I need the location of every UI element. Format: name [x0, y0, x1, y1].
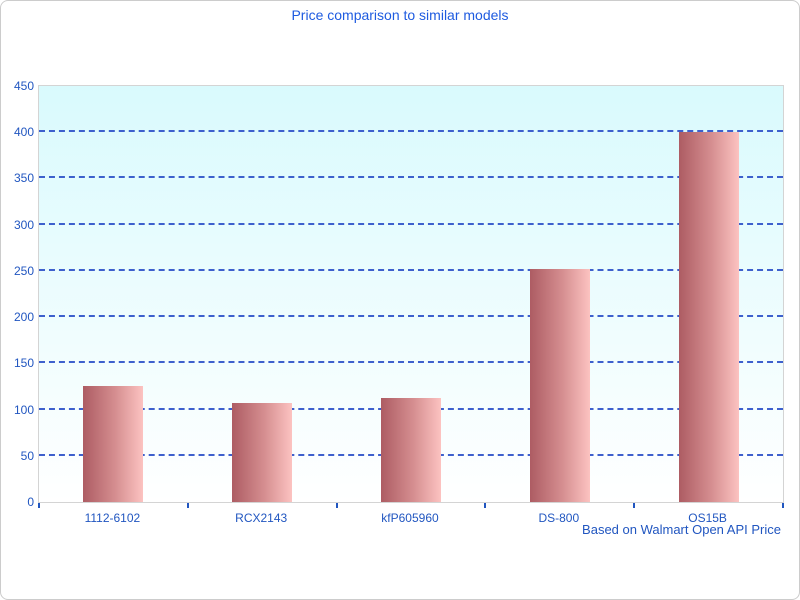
x-category-label: 1112-6102	[84, 511, 141, 525]
x-category-label: RCX2143	[235, 511, 288, 525]
bar	[381, 397, 441, 502]
x-category-label: DS-800	[538, 511, 580, 525]
bar	[529, 269, 590, 502]
x-tick-mark	[484, 503, 487, 508]
x-category-label: OS15B	[688, 511, 727, 525]
gridline	[39, 130, 783, 133]
x-category-label: kfP605960	[381, 511, 439, 525]
gridline	[39, 315, 783, 318]
x-tick-mark	[38, 503, 40, 508]
y-tick-label: 250	[13, 263, 34, 278]
x-tick-mark	[782, 503, 784, 508]
y-tick-label: 350	[13, 171, 34, 186]
y-tick-label: 200	[13, 310, 34, 325]
y-tick-label: 300	[13, 217, 34, 232]
chart-title: Price comparison to similar models	[291, 7, 509, 23]
gridline	[39, 361, 783, 364]
bar	[678, 132, 739, 502]
x-tick-mark	[633, 503, 636, 508]
y-tick-label: 450	[13, 79, 34, 93]
y-tick-label: 400	[13, 125, 34, 140]
x-tick-mark	[335, 503, 338, 508]
gridline	[39, 222, 783, 225]
footnote: Based on Walmart Open API Price	[582, 522, 781, 537]
chart-plot-area	[38, 85, 784, 503]
x-axis: 1112-6102 RCX2143 kfP605960 DS-800 OS15B	[38, 503, 784, 539]
x-tick-mark	[186, 503, 189, 508]
bar	[232, 403, 293, 502]
y-tick-label: 0	[27, 495, 34, 509]
y-tick-label: 50	[20, 448, 34, 463]
bar	[83, 385, 144, 502]
y-tick-label: 150	[13, 356, 34, 371]
y-axis: 0 50 100 150 200 250 300 350 400 450	[1, 79, 34, 509]
y-tick-label: 100	[13, 402, 34, 417]
gridline	[39, 176, 783, 179]
gridline	[39, 268, 783, 271]
